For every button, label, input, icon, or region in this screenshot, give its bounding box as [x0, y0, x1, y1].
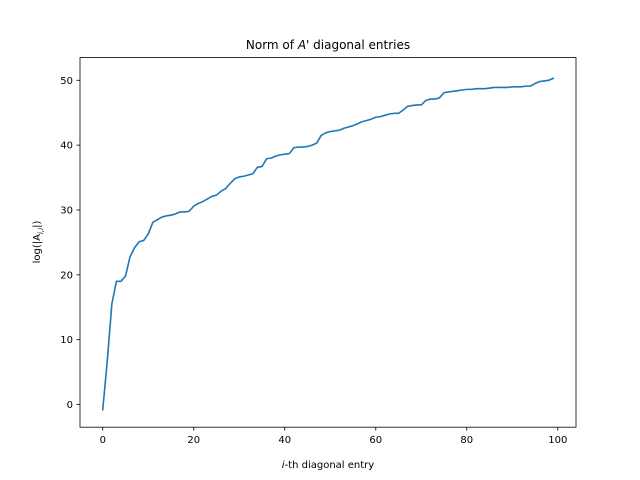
x-tick-label: 20 [187, 435, 200, 446]
series-line [101, 77, 555, 411]
x-axis-label: i-th diagonal entry [282, 460, 374, 471]
y-tick-label: 40 [60, 141, 73, 152]
y-tick-label: 10 [60, 335, 73, 346]
x-tick-label: 80 [460, 435, 473, 446]
x-tick-label: 100 [548, 435, 567, 446]
chart-title: Norm of A' diagonal entries [246, 38, 410, 52]
x-tick-label: 0 [100, 435, 106, 446]
plot-area-frame [79, 57, 577, 428]
y-axis-label: log(|Ai,i|) [32, 221, 45, 264]
y-axis-ticks: 0 10 20 30 40 50 [60, 76, 80, 411]
x-tick-label: 60 [369, 435, 382, 446]
y-tick-label: 20 [60, 270, 73, 281]
x-tick-label: 40 [278, 435, 291, 446]
y-tick-label: 50 [60, 76, 73, 87]
y-tick-label: 0 [67, 400, 73, 411]
y-tick-label: 30 [60, 205, 73, 216]
x-axis-ticks: 0 20 40 60 80 100 [100, 427, 567, 446]
